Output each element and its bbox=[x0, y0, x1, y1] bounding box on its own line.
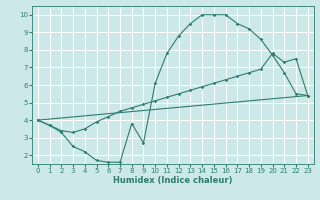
X-axis label: Humidex (Indice chaleur): Humidex (Indice chaleur) bbox=[113, 176, 233, 185]
